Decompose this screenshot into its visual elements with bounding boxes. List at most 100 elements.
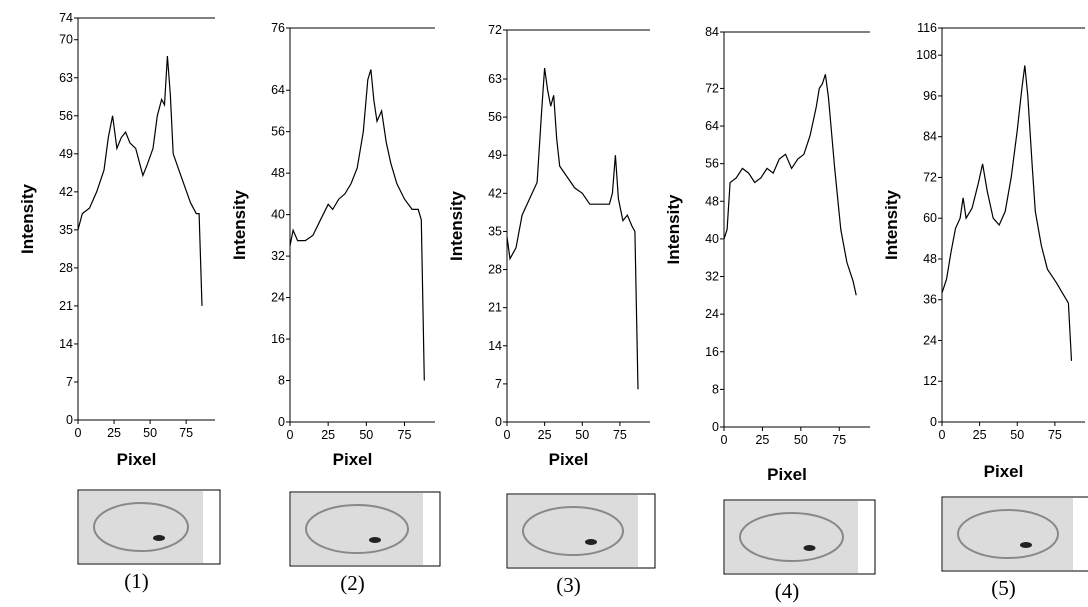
y-tick-label: 116 xyxy=(917,21,937,35)
x-axis-label: Pixel xyxy=(984,462,1024,481)
x-tick-label: 50 xyxy=(359,428,373,442)
y-tick-label: 63 xyxy=(59,71,73,85)
thumbnail-cell xyxy=(739,512,844,562)
x-axis-label: Pixel xyxy=(333,450,373,469)
y-tick-label: 76 xyxy=(271,21,285,35)
y-tick-label: 56 xyxy=(271,125,285,139)
data-line xyxy=(723,74,857,296)
thumbnail-image xyxy=(725,501,858,573)
y-tick-label: 60 xyxy=(923,211,937,225)
thumbnail-spot xyxy=(585,539,597,545)
x-tick-label: 75 xyxy=(832,433,846,447)
y-tick-label: 0 xyxy=(495,415,502,429)
x-tick-label: 0 xyxy=(504,428,511,442)
panel-caption: (1) xyxy=(124,569,149,593)
y-tick-label: 12 xyxy=(923,374,937,388)
x-tick-label: 75 xyxy=(613,428,627,442)
y-tick-label: 84 xyxy=(705,25,719,39)
y-tick-label: 49 xyxy=(59,147,73,161)
x-tick-label: 50 xyxy=(143,426,157,440)
y-tick-label: 35 xyxy=(488,224,502,238)
y-tick-label: 16 xyxy=(271,332,285,346)
panel-caption: (2) xyxy=(340,571,365,595)
y-tick-label: 0 xyxy=(278,415,285,429)
x-tick-label: 25 xyxy=(538,428,552,442)
y-tick-label: 72 xyxy=(923,170,937,184)
y-tick-label: 32 xyxy=(271,249,285,263)
x-tick-label: 50 xyxy=(1010,428,1024,442)
y-tick-label: 64 xyxy=(705,119,719,133)
y-axis-label: Intensity xyxy=(18,184,37,254)
y-tick-label: 7 xyxy=(66,375,73,389)
thumbnail-image xyxy=(291,493,423,565)
y-tick-label: 24 xyxy=(923,333,937,347)
y-tick-label: 42 xyxy=(488,186,502,200)
y-tick-label: 108 xyxy=(916,48,937,62)
y-tick-label: 24 xyxy=(271,291,285,305)
y-axis-label: Intensity xyxy=(230,190,249,260)
data-line xyxy=(941,65,1073,361)
y-tick-label: 56 xyxy=(488,110,502,124)
panel-caption: (3) xyxy=(556,573,581,597)
x-tick-label: 0 xyxy=(721,433,728,447)
thumbnail-image xyxy=(943,498,1073,570)
x-tick-label: 25 xyxy=(321,428,335,442)
y-tick-label: 49 xyxy=(488,148,502,162)
y-tick-label: 48 xyxy=(923,252,937,266)
x-tick-label: 75 xyxy=(1048,428,1062,442)
y-tick-label: 16 xyxy=(705,345,719,359)
data-line xyxy=(289,69,425,381)
thumbnail-image xyxy=(79,491,203,563)
x-axis-label: Pixel xyxy=(767,465,807,484)
y-axis-label: Intensity xyxy=(882,190,901,260)
y-tick-label: 56 xyxy=(705,157,719,171)
y-tick-label: 40 xyxy=(705,232,719,246)
x-axis-label: Pixel xyxy=(117,450,157,469)
x-tick-label: 0 xyxy=(75,426,82,440)
y-tick-label: 64 xyxy=(271,83,285,97)
data-line xyxy=(77,55,203,306)
thumbnail-cell xyxy=(957,509,1059,559)
y-tick-label: 36 xyxy=(923,293,937,307)
y-tick-label: 21 xyxy=(488,301,502,315)
x-tick-label: 25 xyxy=(755,433,769,447)
y-tick-label: 0 xyxy=(712,420,719,434)
y-tick-label: 72 xyxy=(488,23,502,37)
data-line xyxy=(506,68,639,390)
y-tick-label: 48 xyxy=(705,194,719,208)
x-tick-label: 50 xyxy=(575,428,589,442)
panel-caption: (5) xyxy=(991,576,1016,600)
thumbnail-cell xyxy=(93,502,189,552)
y-tick-label: 8 xyxy=(712,382,719,396)
y-tick-label: 84 xyxy=(923,130,937,144)
y-tick-label: 48 xyxy=(271,166,285,180)
x-tick-label: 0 xyxy=(287,428,294,442)
y-axis-label: Intensity xyxy=(447,191,466,261)
panel-caption: (4) xyxy=(775,579,800,603)
x-tick-label: 25 xyxy=(973,428,987,442)
y-tick-label: 0 xyxy=(66,413,73,427)
thumbnail-spot xyxy=(803,545,816,551)
y-tick-label: 42 xyxy=(59,185,73,199)
thumbnail-cell xyxy=(305,504,409,554)
y-tick-label: 21 xyxy=(59,299,73,313)
x-tick-label: 75 xyxy=(179,426,193,440)
y-tick-label: 7 xyxy=(495,377,502,391)
x-tick-label: 25 xyxy=(107,426,121,440)
y-tick-label: 14 xyxy=(59,337,73,351)
y-tick-label: 74 xyxy=(59,11,73,25)
y-tick-label: 40 xyxy=(271,208,285,222)
x-tick-label: 0 xyxy=(939,428,946,442)
y-tick-label: 28 xyxy=(488,263,502,277)
y-tick-label: 70 xyxy=(59,33,73,47)
y-axis-label: Intensity xyxy=(664,194,683,264)
y-tick-label: 32 xyxy=(705,270,719,284)
x-tick-label: 50 xyxy=(794,433,808,447)
y-tick-label: 63 xyxy=(488,72,502,86)
y-tick-label: 35 xyxy=(59,223,73,237)
thumbnail-cell xyxy=(522,506,624,556)
y-tick-label: 56 xyxy=(59,109,73,123)
thumbnail-spot xyxy=(369,537,381,543)
y-tick-label: 72 xyxy=(705,81,719,95)
